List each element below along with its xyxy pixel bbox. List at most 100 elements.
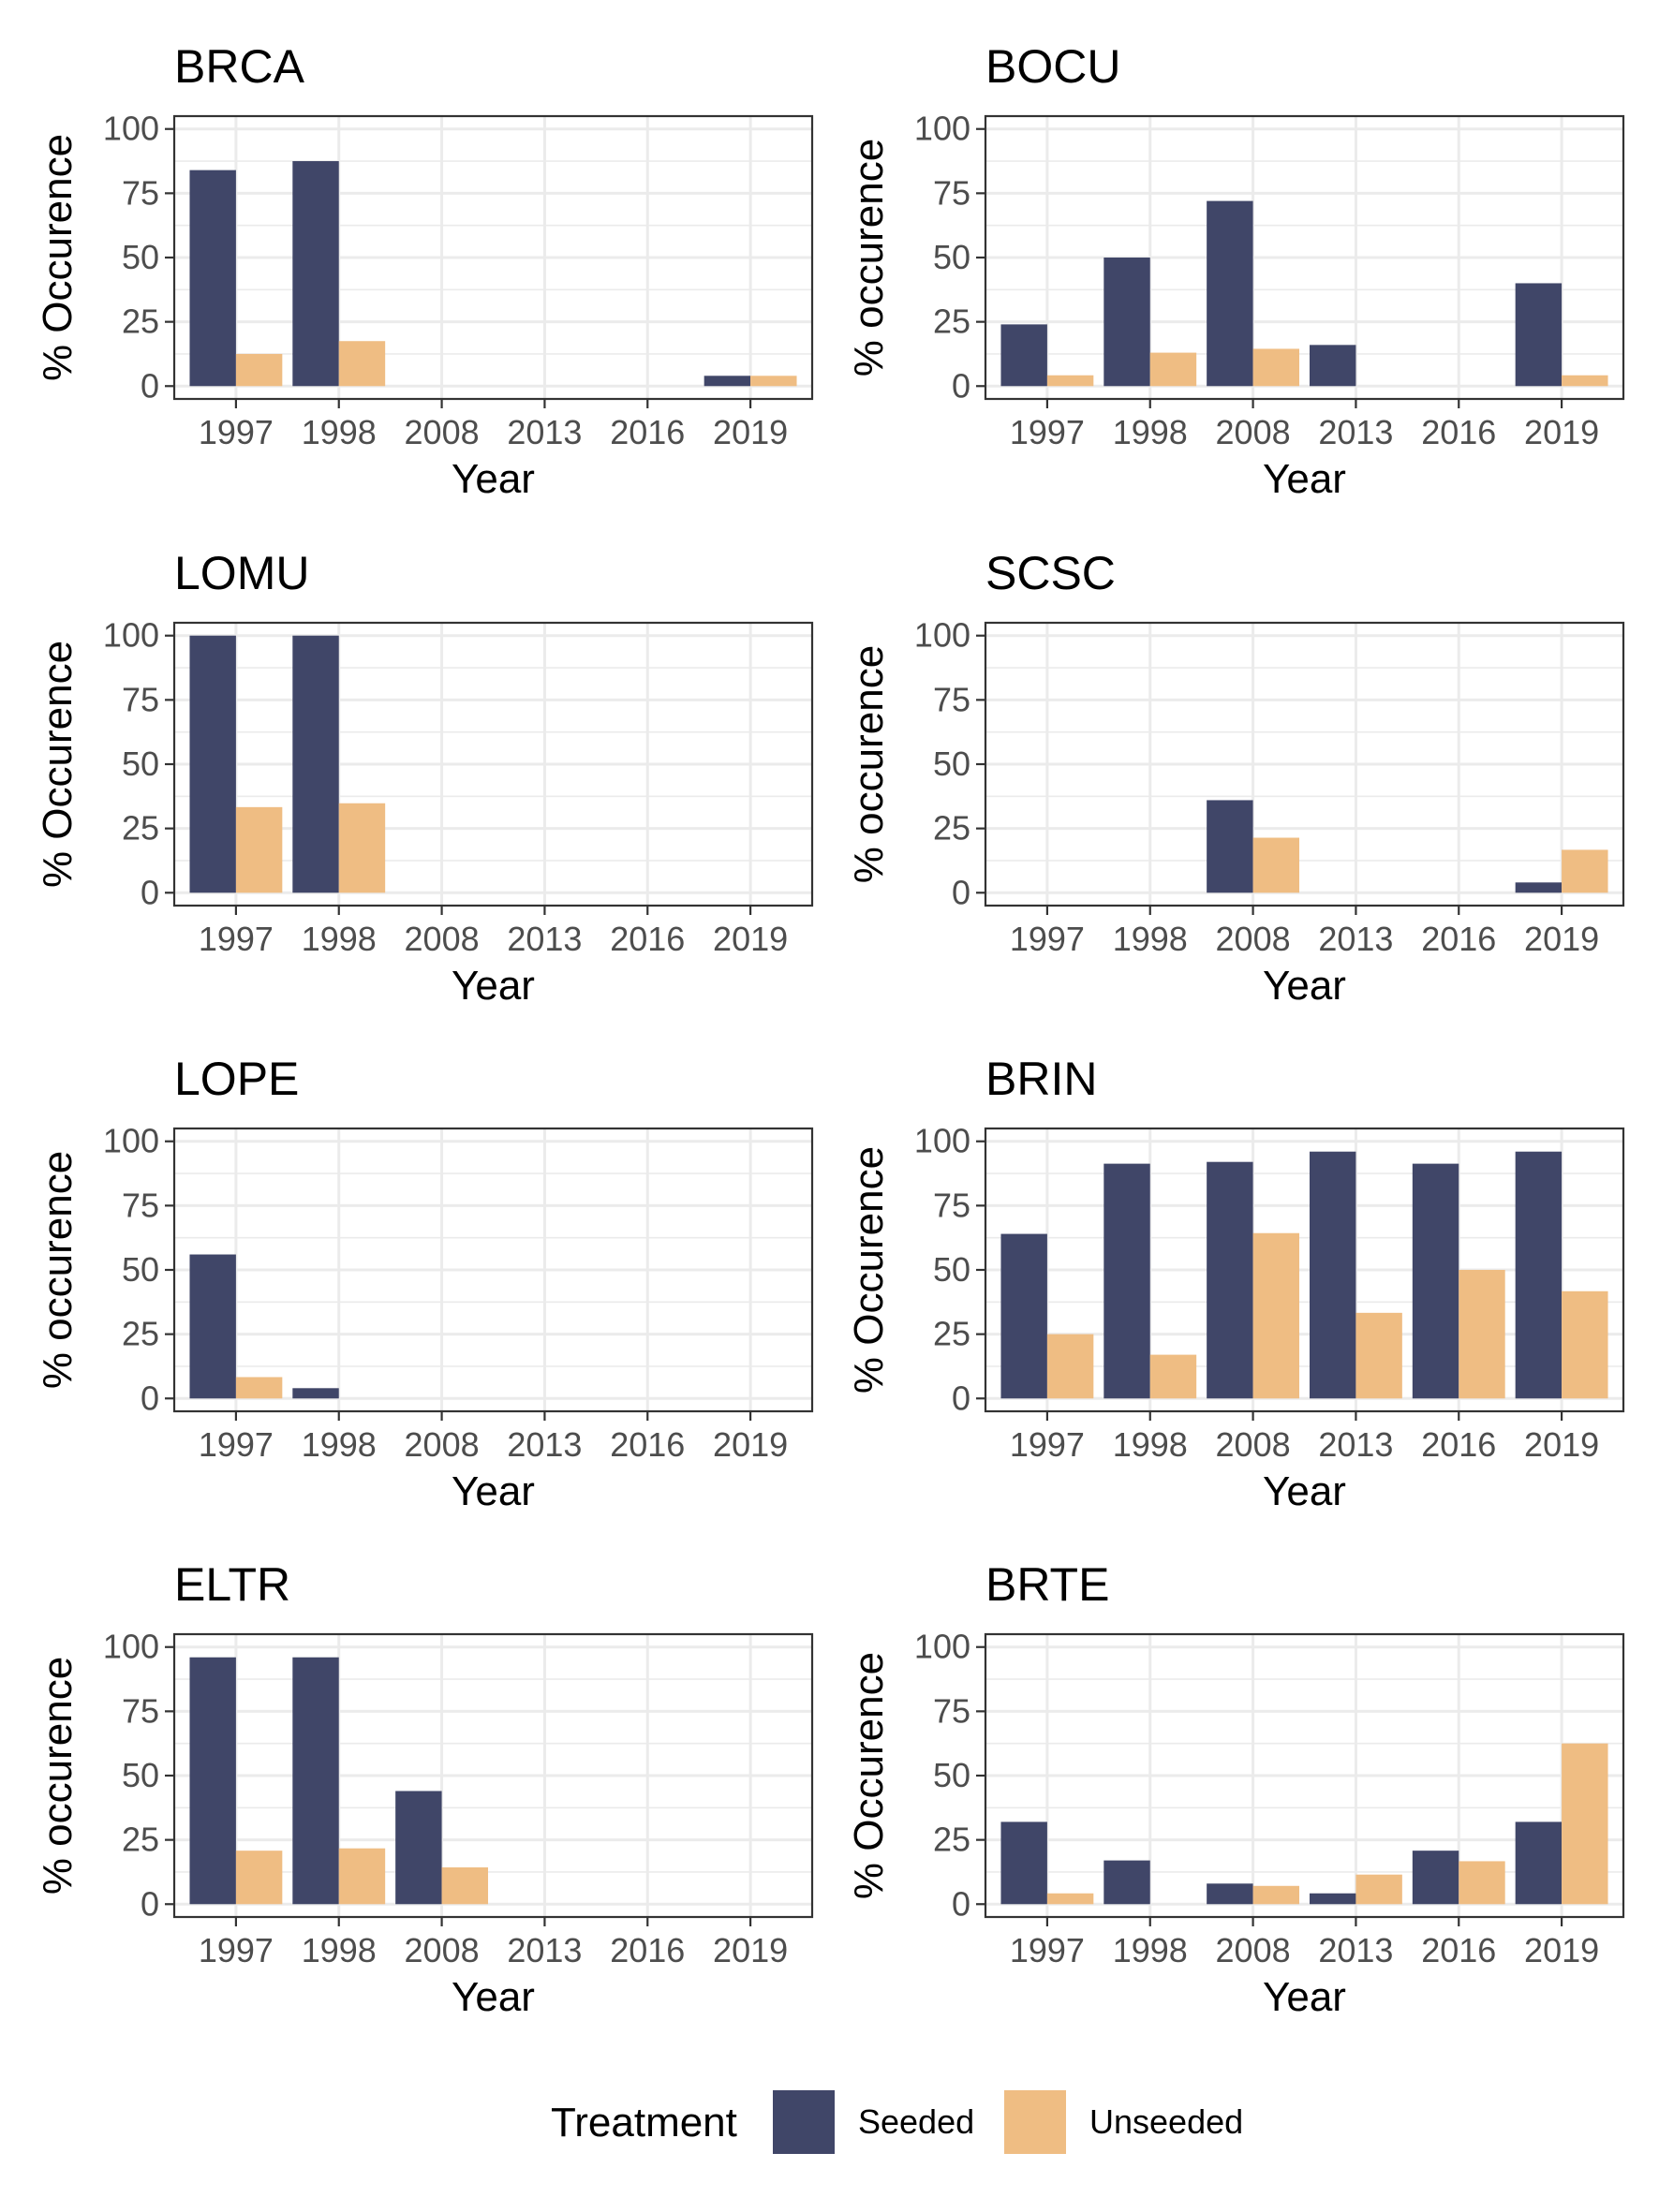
x-axis-title: Year <box>452 456 535 502</box>
y-tick-label: 75 <box>122 680 159 718</box>
x-tick-label: 2019 <box>713 413 788 451</box>
bar-seeded-1998 <box>1104 1163 1150 1399</box>
y-tick-label: 75 <box>122 173 159 212</box>
bar-unseeded-2008 <box>1252 348 1300 387</box>
bar-unseeded-1998 <box>338 803 386 893</box>
bar-seeded-2019 <box>1515 1151 1563 1399</box>
bar-unseeded-1998 <box>1149 1354 1197 1399</box>
y-tick-label: 0 <box>952 873 970 911</box>
bars <box>1000 1151 1608 1399</box>
y-tick-label: 100 <box>914 1122 970 1160</box>
panel-eltr: 0 25 50 75 100 1997 1998 2008 2013 2016 2019 Year % … <box>35 1558 814 2020</box>
legend-label: Unseeded <box>1089 2102 1243 2141</box>
bar-unseeded-1997 <box>1046 1893 1094 1905</box>
y-axis: 0 25 50 75 100 <box>103 1122 174 1417</box>
x-tick-label: 2008 <box>405 1931 480 1969</box>
bar-seeded-2019 <box>1515 1821 1563 1905</box>
x-tick-label: 1998 <box>302 1425 377 1464</box>
x-tick-label: 2016 <box>1421 920 1496 958</box>
y-tick-label: 25 <box>122 1315 159 1353</box>
panel-title: BRIN <box>985 1053 1097 1105</box>
y-tick-label: 25 <box>122 302 159 341</box>
y-axis-title: % occurence <box>846 139 892 376</box>
x-tick-label: 2016 <box>1421 1931 1496 1969</box>
y-axis-title: % occurence <box>35 1657 81 1895</box>
panel-title: LOPE <box>174 1053 299 1105</box>
x-axis: 1997 1998 2008 2013 2016 2019 <box>1010 1917 1599 1969</box>
bar-unseeded-2019 <box>750 376 797 387</box>
x-tick-label: 1997 <box>199 413 274 451</box>
bar-seeded-2019 <box>704 376 751 387</box>
bar-unseeded-1997 <box>1046 1334 1094 1399</box>
x-tick-label: 1997 <box>199 920 274 958</box>
x-tick-label: 2013 <box>507 1931 582 1969</box>
y-tick-label: 100 <box>103 616 159 655</box>
bars <box>1000 1743 1608 1905</box>
bars <box>189 1254 339 1399</box>
y-tick-label: 25 <box>933 1315 970 1353</box>
bar-seeded-2008 <box>1207 1161 1253 1399</box>
legend-key <box>1004 2090 1066 2154</box>
bars <box>189 161 797 387</box>
x-axis: 1997 1998 2008 2013 2016 2019 <box>1010 399 1599 451</box>
y-tick-label: 50 <box>122 1756 159 1794</box>
x-tick-label: 2019 <box>1524 1931 1599 1969</box>
bar-unseeded-2016 <box>1459 1270 1505 1399</box>
bar-seeded-1998 <box>292 635 339 893</box>
bar-seeded-1997 <box>189 635 236 893</box>
panel-title: SCSC <box>985 547 1116 599</box>
bar-seeded-2016 <box>1412 1851 1459 1905</box>
x-tick-label: 1998 <box>1113 1425 1188 1464</box>
x-tick-label: 1997 <box>1010 1931 1085 1969</box>
panel-lomu: 0 25 50 75 100 1997 1998 2008 2013 2016 2019 Year % … <box>35 547 814 1009</box>
panel-brte: 0 25 50 75 100 1997 1998 2008 2013 2016 2019 Year % … <box>846 1558 1625 2020</box>
panels: 0 25 50 75 100 1997 1998 2008 2013 2016 2019 Year % … <box>35 40 1625 2020</box>
x-tick-label: 1997 <box>199 1425 274 1464</box>
y-axis: 0 25 50 75 100 <box>914 110 985 405</box>
y-tick-label: 100 <box>914 1628 970 1666</box>
y-axis-title: % Occurence <box>846 1652 892 1899</box>
y-axis-title: % Occurence <box>35 134 81 381</box>
bar-seeded-2013 <box>1309 1893 1356 1905</box>
y-axis-title: % occurence <box>35 1151 81 1389</box>
y-tick-label: 75 <box>933 1186 970 1224</box>
x-tick-label: 2019 <box>1524 920 1599 958</box>
bar-unseeded-1997 <box>1046 375 1094 387</box>
bar-unseeded-2013 <box>1355 1312 1402 1399</box>
y-axis: 0 25 50 75 100 <box>103 110 174 405</box>
y-tick-label: 50 <box>933 238 970 276</box>
x-tick-label: 2019 <box>713 1931 788 1969</box>
y-tick-label: 0 <box>952 1884 970 1923</box>
bar-unseeded-2008 <box>1252 1885 1300 1905</box>
y-axis: 0 25 50 75 100 <box>103 616 174 911</box>
panel-brin: 0 25 50 75 100 1997 1998 2008 2013 2016 2019 Year % … <box>846 1053 1625 1514</box>
x-axis-title: Year <box>452 963 535 1009</box>
y-tick-label: 0 <box>141 1379 159 1417</box>
x-axis-title: Year <box>1263 1974 1346 2020</box>
bar-seeded-2013 <box>1309 1151 1356 1399</box>
bar-unseeded-2013 <box>1355 1874 1402 1905</box>
bar-unseeded-1998 <box>1149 352 1197 387</box>
x-tick-label: 2019 <box>1524 413 1599 451</box>
x-axis: 1997 1998 2008 2013 2016 2019 <box>1010 906 1599 958</box>
y-tick-label: 25 <box>933 302 970 341</box>
legend: Treatment Seeded Unseeded <box>551 2090 1243 2154</box>
y-tick-label: 0 <box>952 366 970 405</box>
y-tick-label: 0 <box>141 1884 159 1923</box>
y-tick-label: 100 <box>103 1122 159 1160</box>
y-tick-label: 50 <box>933 745 970 783</box>
bar-unseeded-2016 <box>1459 1861 1505 1905</box>
x-tick-label: 2013 <box>507 413 582 451</box>
bar-unseeded-1997 <box>235 1851 283 1905</box>
y-tick-label: 25 <box>933 1821 970 1859</box>
bar-seeded-2016 <box>1412 1163 1459 1399</box>
bars <box>1000 200 1608 387</box>
y-tick-label: 50 <box>122 745 159 783</box>
y-tick-label: 25 <box>122 809 159 848</box>
x-tick-label: 1997 <box>1010 1425 1085 1464</box>
x-tick-label: 2013 <box>1318 920 1393 958</box>
x-tick-label: 2013 <box>1318 1425 1393 1464</box>
x-tick-label: 2016 <box>1421 413 1496 451</box>
x-tick-label: 2013 <box>507 920 582 958</box>
